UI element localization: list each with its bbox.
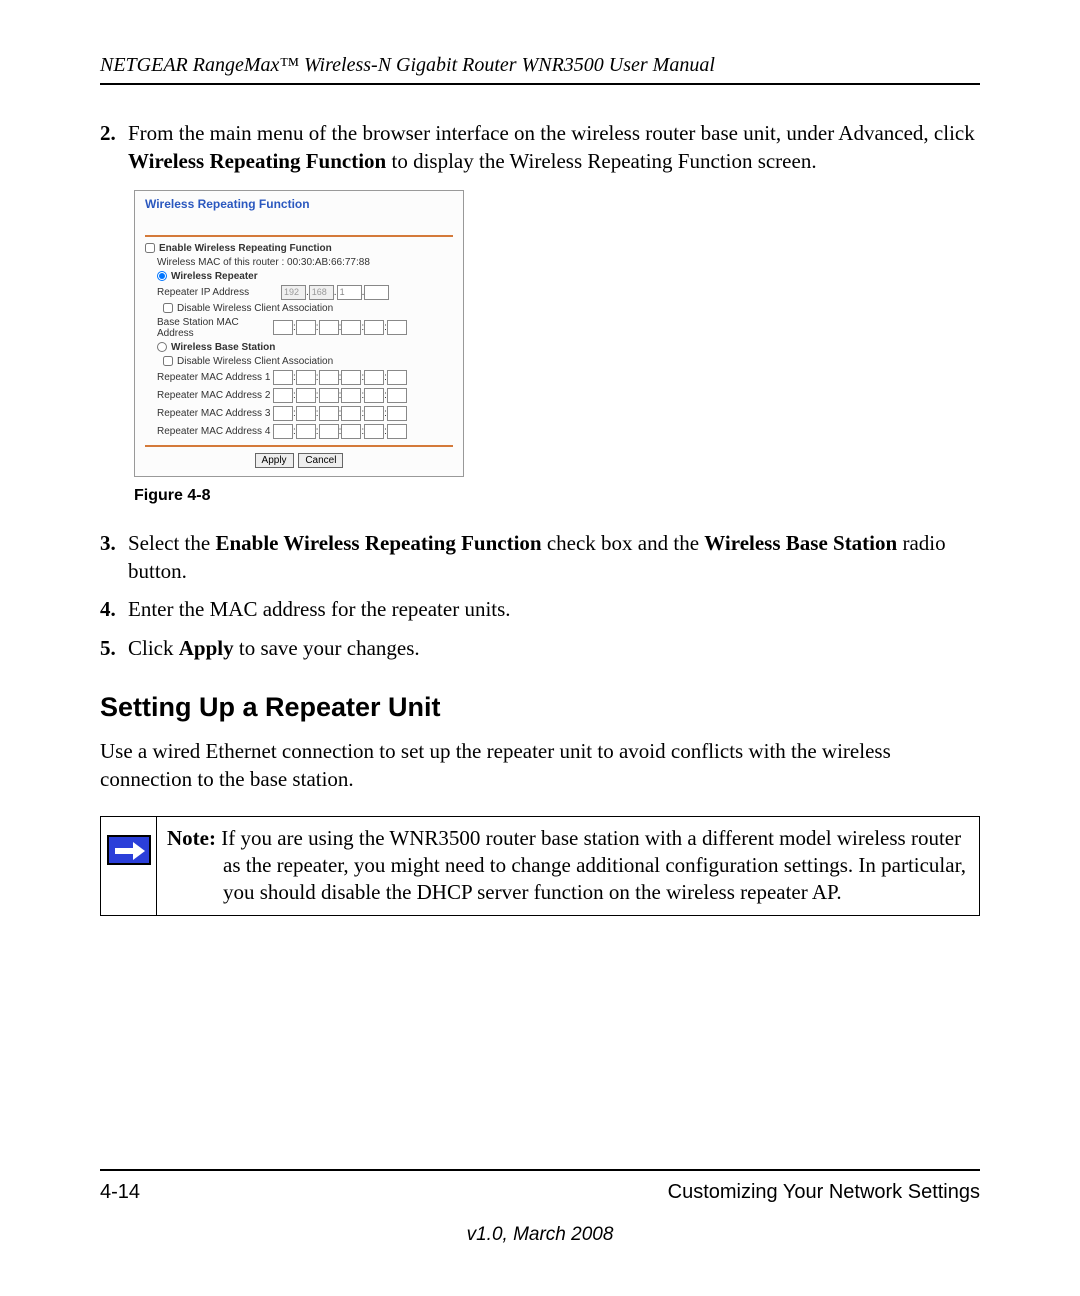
base-mac-6[interactable] xyxy=(387,320,407,335)
base-mac-2[interactable] xyxy=(296,320,316,335)
r2m5[interactable] xyxy=(364,388,384,403)
r3m3[interactable] xyxy=(319,406,339,421)
rep-mac2-label: Repeater MAC Address 2 xyxy=(157,390,273,401)
footer-page-number: 4-14 xyxy=(100,1181,140,1204)
r2m4[interactable] xyxy=(341,388,361,403)
r4m1[interactable] xyxy=(273,424,293,439)
step-2-a: From the main menu of the browser interf… xyxy=(128,121,975,145)
wireless-repeater-radio[interactable] xyxy=(157,271,167,281)
t3b: Enable Wireless Repeating Function xyxy=(215,531,541,555)
step-number-5: 5. xyxy=(100,634,128,662)
wireless-base-station-label: Wireless Base Station xyxy=(171,342,275,353)
arrow-icon xyxy=(107,835,151,865)
step-number-2: 2. xyxy=(100,119,128,176)
section-heading: Setting Up a Repeater Unit xyxy=(100,692,980,723)
step-5-text: Click Apply to save your changes. xyxy=(128,634,980,662)
r2m3[interactable] xyxy=(319,388,339,403)
page-header: NETGEAR RangeMax™ Wireless-N Gigabit Rou… xyxy=(100,54,980,85)
wireless-repeating-panel: Wireless Repeating Function Enable Wirel… xyxy=(134,190,464,477)
step-4-text: Enter the MAC address for the repeater u… xyxy=(128,595,980,623)
step-3-text: Select the Enable Wireless Repeating Fun… xyxy=(128,529,980,586)
cancel-button[interactable]: Cancel xyxy=(298,453,343,468)
note-label: Note: xyxy=(167,826,216,850)
r2m2[interactable] xyxy=(296,388,316,403)
note-icon-cell xyxy=(101,817,157,915)
t3c: check box and the xyxy=(542,531,705,555)
disable-assoc-label-1: Disable Wireless Client Association xyxy=(177,303,333,314)
t5c: to save your changes. xyxy=(234,636,420,660)
ip-seg-2[interactable] xyxy=(309,285,334,300)
footer-section-name: Customizing Your Network Settings xyxy=(668,1181,980,1204)
r1m6[interactable] xyxy=(387,370,407,385)
rep-mac1-label: Repeater MAC Address 1 xyxy=(157,372,273,383)
disable-assoc-checkbox-2[interactable] xyxy=(163,356,173,366)
ip-seg-3[interactable] xyxy=(337,285,362,300)
r1m2[interactable] xyxy=(296,370,316,385)
footer-version: v1.0, March 2008 xyxy=(100,1224,980,1246)
r3m2[interactable] xyxy=(296,406,316,421)
r3m1[interactable] xyxy=(273,406,293,421)
ip-seg-1[interactable] xyxy=(281,285,306,300)
base-mac-3[interactable] xyxy=(319,320,339,335)
repeater-ip-label: Repeater IP Address xyxy=(157,287,281,298)
r3m4[interactable] xyxy=(341,406,361,421)
step-2-b: Wireless Repeating Function xyxy=(128,149,386,173)
r1m1[interactable] xyxy=(273,370,293,385)
note-text: Note: If you are using the WNR3500 route… xyxy=(157,817,979,915)
t3a: Select the xyxy=(128,531,215,555)
enable-repeating-checkbox[interactable] xyxy=(145,243,155,253)
r2m6[interactable] xyxy=(387,388,407,403)
base-mac-1[interactable] xyxy=(273,320,293,335)
rep-mac4-label: Repeater MAC Address 4 xyxy=(157,426,273,437)
r1m4[interactable] xyxy=(341,370,361,385)
wireless-repeater-label: Wireless Repeater xyxy=(171,271,258,282)
section-paragraph: Use a wired Ethernet connection to set u… xyxy=(100,737,980,794)
r4m4[interactable] xyxy=(341,424,361,439)
r4m6[interactable] xyxy=(387,424,407,439)
note-body: If you are using the WNR3500 router base… xyxy=(216,826,966,905)
figure-label: Figure 4-8 xyxy=(134,487,980,505)
apply-button[interactable]: Apply xyxy=(255,453,294,468)
base-mac-4[interactable] xyxy=(341,320,361,335)
r1m3[interactable] xyxy=(319,370,339,385)
r4m2[interactable] xyxy=(296,424,316,439)
r3m6[interactable] xyxy=(387,406,407,421)
router-mac-info: Wireless MAC of this router : 00:30:AB:6… xyxy=(157,257,453,268)
base-mac-label: Base Station MAC Address xyxy=(157,317,273,339)
r1m5[interactable] xyxy=(364,370,384,385)
wireless-base-station-radio[interactable] xyxy=(157,342,167,352)
panel-title: Wireless Repeating Function xyxy=(145,197,453,211)
r4m3[interactable] xyxy=(319,424,339,439)
r4m5[interactable] xyxy=(364,424,384,439)
step-2-c: to display the Wireless Repeating Functi… xyxy=(386,149,816,173)
disable-assoc-label-2: Disable Wireless Client Association xyxy=(177,356,333,367)
ip-seg-4[interactable] xyxy=(364,285,389,300)
disable-assoc-checkbox-1[interactable] xyxy=(163,303,173,313)
step-2-text: From the main menu of the browser interf… xyxy=(128,119,980,176)
r3m5[interactable] xyxy=(364,406,384,421)
t3d: Wireless Base Station xyxy=(704,531,897,555)
base-mac-5[interactable] xyxy=(364,320,384,335)
page-footer: 4-14 Customizing Your Network Settings v… xyxy=(100,1169,980,1246)
enable-repeating-label: Enable Wireless Repeating Function xyxy=(159,243,332,254)
rep-mac3-label: Repeater MAC Address 3 xyxy=(157,408,273,419)
note-box: Note: If you are using the WNR3500 route… xyxy=(100,816,980,916)
r2m1[interactable] xyxy=(273,388,293,403)
t5b: Apply xyxy=(179,636,234,660)
t5a: Click xyxy=(128,636,179,660)
step-number-4: 4. xyxy=(100,595,128,623)
step-number-3: 3. xyxy=(100,529,128,586)
